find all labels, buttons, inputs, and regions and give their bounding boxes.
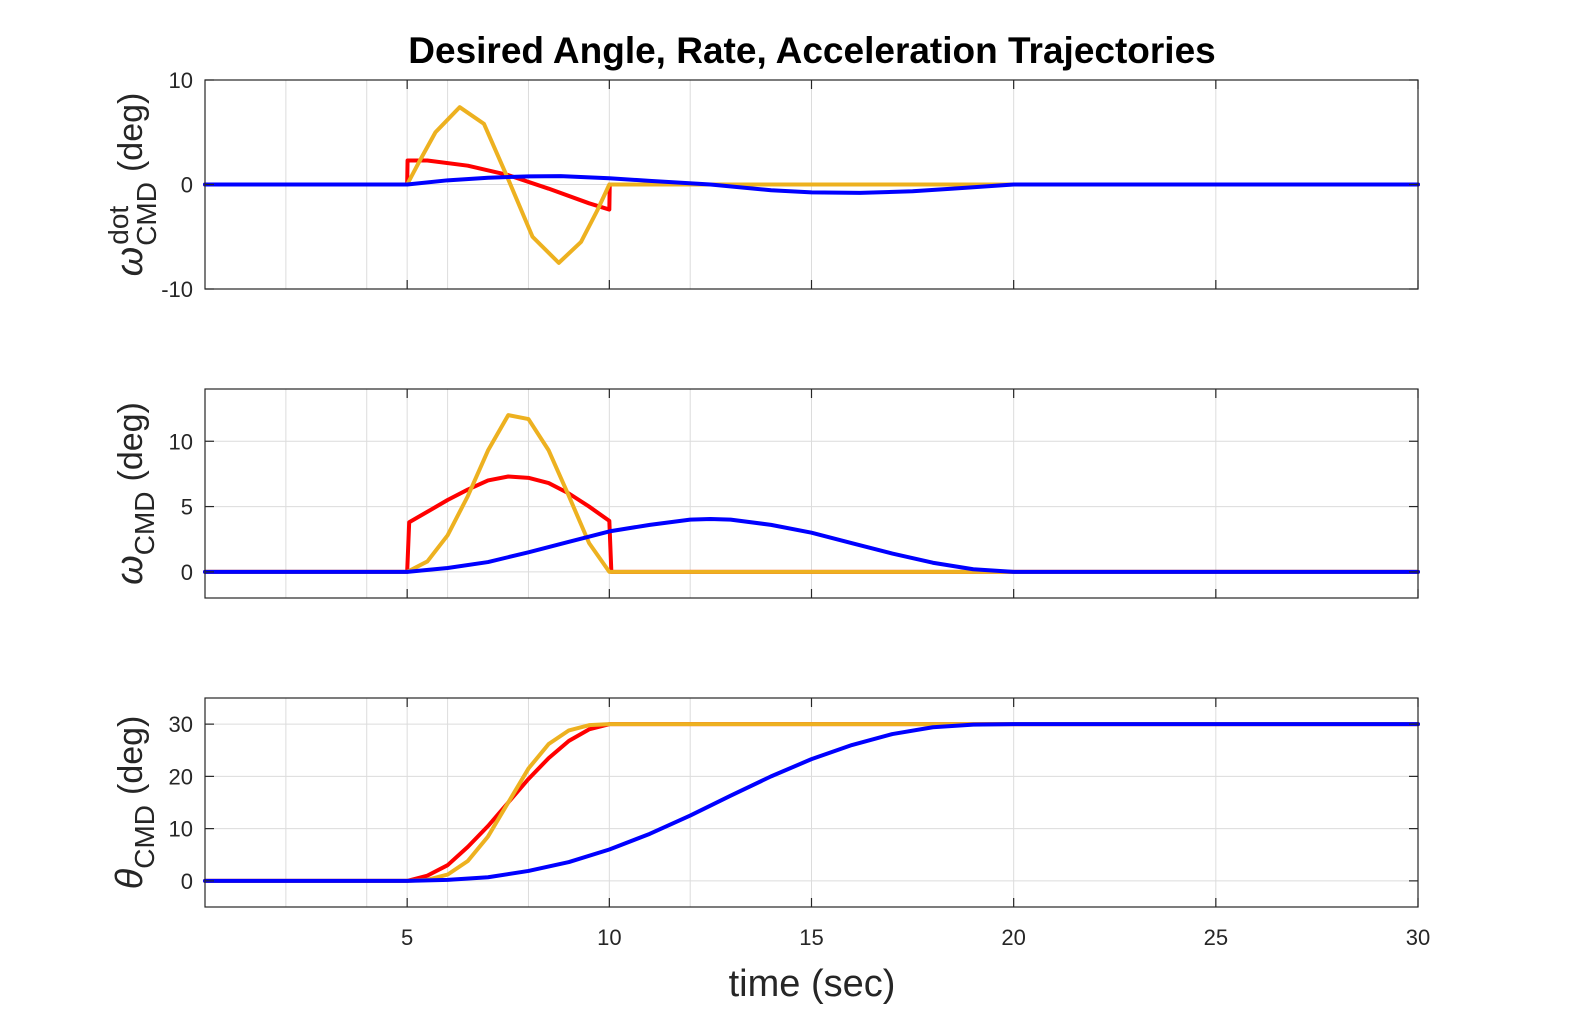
series-line-series1 [203, 474, 1420, 574]
y-tick-label: 30 [169, 712, 193, 737]
series-line-series2 [203, 105, 1420, 265]
y-label-symbol: θ [109, 868, 151, 889]
x-tick-label: 30 [1406, 925, 1430, 950]
y-axis-label: ωdotCMD (deg) [103, 93, 162, 277]
y-tick-label: 10 [169, 68, 193, 93]
y-tick-label: 10 [169, 817, 193, 842]
y-tick-label: 0 [181, 560, 193, 585]
subplot-1: 10 0 -10 ωdotCMD (deg) [103, 68, 1420, 302]
series-line-series3 [203, 722, 1420, 883]
y-label-subscript: CMD [129, 805, 160, 869]
y-axis-label: θCMD (deg) [109, 716, 160, 890]
y-tick-label: 0 [181, 869, 193, 894]
y-label-unit: (deg) [112, 716, 150, 795]
x-tick-label: 15 [799, 925, 823, 950]
subplot-2: 10 5 0 ωCMD (deg) [109, 388, 1420, 599]
series-line-series2 [203, 413, 1420, 574]
chart-title: Desired Angle, Rate, Acceleration Trajec… [408, 30, 1215, 71]
y-tick-label: 20 [169, 764, 193, 789]
y-tick-label: 5 [181, 495, 193, 520]
y-label-subscript: CMD [131, 182, 162, 246]
x-tick-label: 20 [1001, 925, 1025, 950]
y-tick-label: 0 [181, 173, 193, 198]
y-axis-label: ωCMD (deg) [109, 402, 160, 585]
x-tick-label: 25 [1204, 925, 1228, 950]
x-axis-label: time (sec) [729, 963, 896, 1005]
y-label-unit: (deg) [112, 93, 150, 172]
y-tick-label: 10 [169, 429, 193, 454]
y-tick-label: -10 [161, 277, 193, 302]
y-label-symbol: ω [109, 247, 151, 277]
y-label-unit: (deg) [112, 402, 150, 481]
x-tick-label: 10 [597, 925, 621, 950]
series-line-series3 [203, 174, 1420, 195]
y-label-symbol: ω [109, 555, 151, 585]
series-line-series3 [203, 516, 1420, 574]
y-label-subscript: CMD [129, 492, 160, 556]
subplot-3: 5 10 15 20 25 30 30 20 10 0 θCMD (deg) [109, 697, 1430, 950]
y-label-superscript: dot [103, 206, 134, 245]
x-tick-label: 5 [401, 925, 413, 950]
